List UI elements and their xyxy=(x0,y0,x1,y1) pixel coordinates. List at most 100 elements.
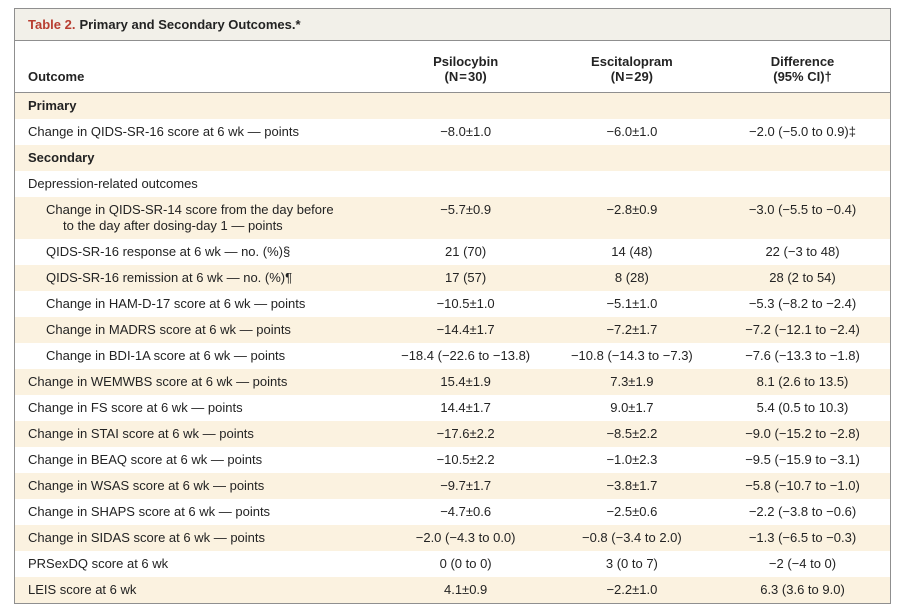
outcome-cell: LEIS score at 6 wk xyxy=(28,582,137,597)
outcome-cell: Change in QIDS-SR-14 score from the day … xyxy=(15,197,383,239)
outcome-cell: QIDS-SR-16 remission at 6 wk — no. (%)¶ xyxy=(46,270,293,285)
column-header-escitalopram-n: (N = 29) xyxy=(610,69,654,84)
table-row: Change in SHAPS score at 6 wk — points −4… xyxy=(15,499,890,525)
outcome-cell: PRSexDQ score at 6 wk xyxy=(28,556,169,571)
cell-psilocybin: −14.4±1.7 xyxy=(436,322,495,337)
cell-escitalopram: −2.8±0.9 xyxy=(606,202,658,217)
table-row: Change in SIDAS score at 6 wk — points −2… xyxy=(15,525,890,551)
cell-psilocybin: −18.4 (−22.6 to −13.8) xyxy=(401,348,531,363)
table-row: Change in FS score at 6 wk — points 14.4±… xyxy=(15,395,890,421)
table-row: Change in STAI score at 6 wk — points −17… xyxy=(15,421,890,447)
outcome-cell: Change in QIDS-SR-16 score at 6 wk — poi… xyxy=(28,124,299,139)
column-header-psilocybin: Psilocybin (N = 30) xyxy=(382,41,549,93)
outcome-cell: Change in WEMWBS score at 6 wk — points xyxy=(28,374,288,389)
column-header-escitalopram: Escitalopram (N = 29) xyxy=(548,41,715,93)
outcomes-table-card: Table 2. Primary and Secondary Outcomes.*… xyxy=(14,8,891,604)
table-row: Change in WSAS score at 6 wk — points −9.… xyxy=(15,473,890,499)
cell-escitalopram: −10.8 (−14.3 to −7.3) xyxy=(570,348,693,363)
outcome-cell: Change in BEAQ score at 6 wk — points xyxy=(28,452,263,467)
column-header-difference: Difference (95% CI)† xyxy=(715,41,890,93)
table-row: QIDS-SR-16 response at 6 wk — no. (%)§ 21… xyxy=(15,239,890,265)
cell-psilocybin: −10.5±1.0 xyxy=(436,296,495,311)
cell-psilocybin: 17 (57) xyxy=(445,270,487,285)
outcome-cell: QIDS-SR-16 response at 6 wk — no. (%)§ xyxy=(46,244,291,259)
outcome-cell: Change in STAI score at 6 wk — points xyxy=(28,426,254,441)
column-header-escitalopram-name: Escitalopram xyxy=(591,54,673,69)
cell-psilocybin: −17.6±2.2 xyxy=(436,426,495,441)
section-row: Primary xyxy=(15,92,890,119)
column-header-row: Outcome Psilocybin (N = 30) Escitalopram(… xyxy=(15,41,890,93)
table-title: Table 2. Primary and Secondary Outcomes.* xyxy=(15,9,890,41)
outcome-cell: Change in BDI-1A score at 6 wk — points xyxy=(46,348,286,363)
cell-difference: 22 (−3 to 48) xyxy=(765,244,840,259)
outcome-cell: Change in WSAS score at 6 wk — points xyxy=(28,478,265,493)
cell-psilocybin: 21 (70) xyxy=(445,244,487,259)
cell-difference: −2.0 (−5.0 to 0.9)‡ xyxy=(749,124,856,139)
cell-psilocybin: 4.1±0.9 xyxy=(443,582,488,597)
cell-escitalopram: 3 (0 to 7) xyxy=(605,556,658,571)
cell-escitalopram: −2.2±1.0 xyxy=(606,582,658,597)
table-row: Change in WEMWBS score at 6 wk — points 1… xyxy=(15,369,890,395)
table-row: Change in MADRS score at 6 wk — points −1… xyxy=(15,317,890,343)
cell-difference: −1.3 (−6.5 to −0.3) xyxy=(748,530,857,545)
cell-psilocybin: −5.7±0.9 xyxy=(440,202,492,217)
cell-escitalopram: 8 (28) xyxy=(614,270,649,285)
cell-escitalopram: −7.2±1.7 xyxy=(606,322,658,337)
table-row: Change in QIDS-SR-14 score from the day … xyxy=(15,197,890,239)
outcome-cell: Change in SHAPS score at 6 wk — points xyxy=(28,504,271,519)
outcome-cell: Primary xyxy=(28,98,77,113)
cell-difference: −9.0 (−15.2 to −2.8) xyxy=(745,426,860,441)
cell-psilocybin: −8.0±1.0 xyxy=(440,124,492,139)
table-row: Change in QIDS-SR-16 score at 6 wk — poi… xyxy=(15,119,890,145)
outcome-cell-line2: to the day after dosing-day 1 — points xyxy=(63,218,283,233)
cell-escitalopram: −6.0±1.0 xyxy=(606,124,658,139)
table-number-label: Table 2. xyxy=(28,17,76,32)
cell-difference: 6.3 (3.6 to 9.0) xyxy=(760,582,845,597)
cell-escitalopram: −1.0±2.3 xyxy=(606,452,658,467)
cell-difference: −2 (−4 to 0) xyxy=(768,556,837,571)
outcomes-table: Outcome Psilocybin (N = 30) Escitalopram(… xyxy=(15,41,890,603)
table-row: Change in BEAQ score at 6 wk — points −10… xyxy=(15,447,890,473)
cell-difference: −5.8 (−10.7 to −1.0) xyxy=(745,478,860,493)
cell-psilocybin: −2.0 (−4.3 to 0.0) xyxy=(415,530,516,545)
table-title-text: Primary and Secondary Outcomes.* xyxy=(79,17,301,32)
cell-escitalopram: 14 (48) xyxy=(611,244,653,259)
cell-difference: −7.6 (−13.3 to −1.8) xyxy=(745,348,860,363)
column-header-psilocybin-name: Psilocybin xyxy=(433,54,499,69)
cell-difference: −5.3 (−8.2 to −2.4) xyxy=(748,296,857,311)
table-body: Primary Change in QIDS-SR-16 score at 6 w… xyxy=(15,92,890,603)
outcome-cell: Change in HAM-D-17 score at 6 wk — point… xyxy=(46,296,306,311)
cell-escitalopram: 7.3±1.9 xyxy=(610,374,654,389)
table-row: QIDS-SR-16 remission at 6 wk — no. (%)¶ 1… xyxy=(15,265,890,291)
cell-escitalopram: −3.8±1.7 xyxy=(606,478,658,493)
cell-difference: −2.2 (−3.8 to −0.6) xyxy=(748,504,857,519)
outcome-cell: Change in MADRS score at 6 wk — points xyxy=(46,322,291,337)
outcome-cell: Depression-related outcomes xyxy=(28,176,198,191)
outcome-cell: Secondary xyxy=(28,150,95,165)
column-header-psilocybin-n: (N = 30) xyxy=(444,69,487,84)
cell-escitalopram: −8.5±2.2 xyxy=(606,426,658,441)
cell-psilocybin: −10.5±2.2 xyxy=(436,452,495,467)
cell-difference: 28 (2 to 54) xyxy=(769,270,836,285)
cell-difference: −9.5 (−15.9 to −3.1) xyxy=(745,452,860,467)
cell-escitalopram: 9.0±1.7 xyxy=(610,400,654,415)
cell-difference: −3.0 (−5.5 to −0.4) xyxy=(748,202,857,217)
column-header-outcome: Outcome xyxy=(15,41,383,93)
outcome-cell: Change in SIDAS score at 6 wk — points xyxy=(28,530,266,545)
cell-psilocybin: −4.7±0.6 xyxy=(440,504,492,519)
subsection-row: Depression-related outcomes xyxy=(15,171,890,197)
table-row: Change in BDI-1A score at 6 wk — points −… xyxy=(15,343,890,369)
outcome-cell: Change in FS score at 6 wk — points xyxy=(28,400,243,415)
cell-psilocybin: 14.4±1.7 xyxy=(440,400,491,415)
table-row: Change in HAM-D-17 score at 6 wk — point… xyxy=(15,291,890,317)
cell-psilocybin: 0 (0 to 0) xyxy=(439,556,492,571)
cell-psilocybin: 15.4±1.9 xyxy=(440,374,491,389)
table-row: LEIS score at 6 wk 4.1±0.9 −2.2±1.0 6.3 (3.… xyxy=(15,577,890,603)
cell-escitalopram: −0.8 (−3.4 to 2.0) xyxy=(582,530,682,545)
column-header-difference-name: Difference xyxy=(770,54,835,69)
cell-difference: 5.4 (0.5 to 10.3) xyxy=(756,400,849,415)
cell-escitalopram: −2.5±0.6 xyxy=(606,504,658,519)
section-row: Secondary xyxy=(15,145,890,171)
cell-difference: 8.1 (2.6 to 13.5) xyxy=(756,374,849,389)
cell-escitalopram: −5.1±1.0 xyxy=(606,296,658,311)
